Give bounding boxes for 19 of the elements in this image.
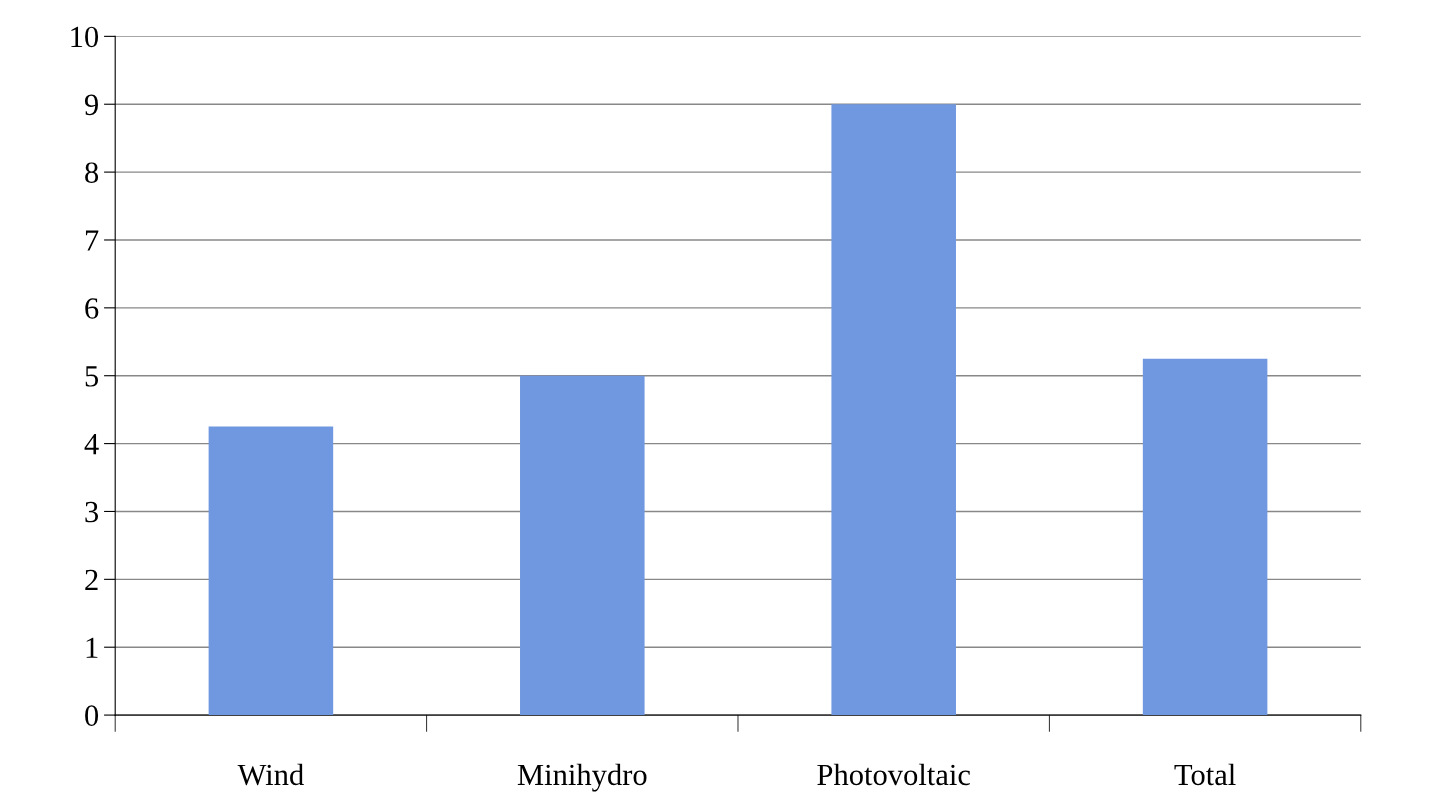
bar <box>1142 358 1268 716</box>
bar <box>831 104 956 716</box>
y-tick-label: 3 <box>85 501 99 523</box>
x-tick-label: Wind <box>237 763 304 786</box>
bar <box>208 426 334 716</box>
y-tick-label: 8 <box>85 162 99 184</box>
x-tick-label: Minihydro <box>517 763 647 792</box>
y-tick-label: 5 <box>85 366 99 387</box>
y-tick-label: 7 <box>85 230 99 251</box>
y-tick-label: 4 <box>84 434 99 455</box>
y-tick-label: 6 <box>85 298 99 319</box>
y-tick-label: 0 <box>85 705 99 726</box>
y-tick-label: 2 <box>85 569 98 590</box>
y-tick-label: 9 <box>84 94 98 116</box>
y-tick-label: 1 <box>86 637 98 658</box>
bar <box>520 375 645 716</box>
y-tick-label: 10 <box>71 26 99 48</box>
x-tick-label: Photovoltaic <box>817 763 970 786</box>
x-tick-label: Total <box>1174 763 1236 786</box>
